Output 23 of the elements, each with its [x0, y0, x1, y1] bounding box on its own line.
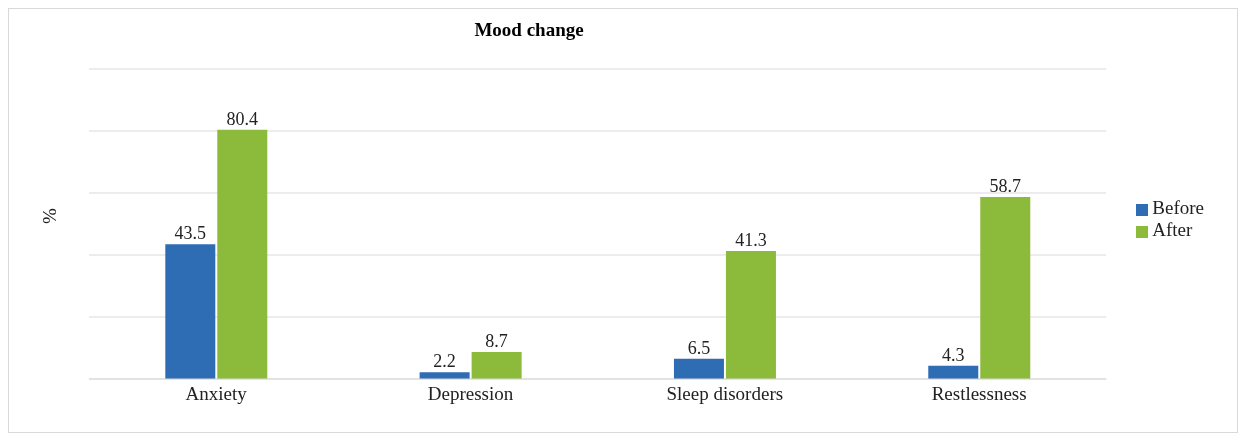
data-label: 4.3: [942, 344, 965, 365]
bar: [217, 129, 268, 379]
data-label: 58.7: [989, 176, 1022, 197]
bar: [725, 250, 776, 379]
legend-label: After: [1152, 219, 1193, 240]
data-label: 2.2: [433, 351, 456, 372]
data-label: 80.4: [226, 108, 259, 129]
x-tick-label: Anxiety: [185, 383, 248, 405]
bar: [673, 358, 724, 379]
bar: [165, 244, 216, 379]
data-label: 43.5: [174, 223, 207, 244]
data-label: 41.3: [735, 229, 767, 250]
bar: [471, 352, 522, 379]
x-tick-label: Restlessness: [931, 383, 1027, 405]
data-label: 6.5: [687, 337, 711, 358]
y-axis-title: %: [38, 208, 60, 224]
x-tick-label: Depression: [427, 383, 514, 405]
x-tick-label: Sleep disorders: [666, 383, 784, 405]
chart-title: Mood change: [473, 19, 585, 41]
data-label: 8.7: [485, 331, 508, 352]
legend-label: Before: [1152, 197, 1204, 218]
bar: [980, 197, 1031, 379]
bar: [928, 365, 979, 379]
